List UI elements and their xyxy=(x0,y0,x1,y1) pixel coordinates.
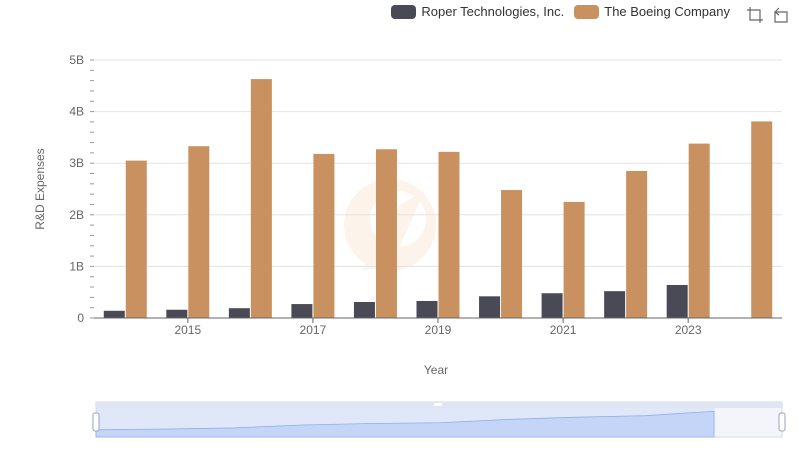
legend-label-roper: Roper Technologies, Inc. xyxy=(421,4,565,19)
y-minor-ticks xyxy=(90,59,94,319)
bar-boeing-2017 xyxy=(313,153,335,318)
axes: 0 1B 2B 3B 4B 5B 2015 2017 2019 2021 2023 xyxy=(69,53,782,337)
bar-roper-2020 xyxy=(479,296,501,318)
zoom-preview-area xyxy=(95,410,715,438)
y-tick-label: 5B xyxy=(69,53,84,67)
bar-roper-2015 xyxy=(166,309,188,318)
x-axis-title: Year xyxy=(424,363,448,377)
toolbox xyxy=(738,6,790,24)
y-tick-label: 0 xyxy=(77,311,84,325)
x-tick-label: 2017 xyxy=(300,323,327,337)
zoom-left-handle[interactable] xyxy=(92,412,100,432)
x-tick-label: 2021 xyxy=(550,323,577,337)
y-axis-title: R&D Expenses xyxy=(33,148,47,229)
legend-label-boeing: The Boeing Company xyxy=(604,4,730,19)
zoom-drag-handle[interactable] xyxy=(434,403,442,406)
bar-boeing-2016 xyxy=(250,79,272,318)
bar-roper-2023 xyxy=(666,284,688,318)
bar-roper-2019 xyxy=(416,300,438,318)
bar-boeing-2018 xyxy=(375,149,397,318)
legend: Roper Technologies, Inc. The Boeing Comp… xyxy=(391,4,740,19)
bar-roper-2017 xyxy=(291,304,313,318)
x-tick-label: 2015 xyxy=(174,323,201,337)
bar-boeing-2014 xyxy=(125,160,147,318)
bar-roper-2014 xyxy=(103,310,125,318)
legend-swatch-boeing xyxy=(574,4,600,19)
data-zoom-slider[interactable] xyxy=(92,401,786,438)
zoom-selection[interactable] xyxy=(96,408,714,437)
bar-roper-2022 xyxy=(604,291,626,318)
bar-roper-2018 xyxy=(353,302,375,318)
bar-boeing-2015 xyxy=(188,146,210,318)
legend-item-boeing[interactable]: The Boeing Company xyxy=(574,4,730,19)
bar-boeing-2024 xyxy=(751,121,773,319)
restore-icon[interactable] xyxy=(772,6,790,24)
x-tick-label: 2019 xyxy=(425,323,452,337)
bar-boeing-2019 xyxy=(438,151,460,318)
x-tick-label: 2023 xyxy=(675,323,702,337)
y-tick-label: 1B xyxy=(69,259,84,273)
y-tick-label: 2B xyxy=(69,208,84,222)
y-tick-label: 3B xyxy=(69,156,84,170)
legend-swatch-roper xyxy=(391,4,417,19)
bar-boeing-2020 xyxy=(501,190,523,318)
zoom-icon[interactable] xyxy=(746,6,764,24)
bar-roper-2016 xyxy=(228,308,250,318)
bar-boeing-2022 xyxy=(626,170,648,318)
bar-roper-2021 xyxy=(541,293,563,318)
bar-boeing-2021 xyxy=(563,201,585,318)
y-tick-label: 4B xyxy=(69,105,84,119)
bars xyxy=(103,79,773,319)
bar-boeing-2023 xyxy=(688,143,710,318)
legend-item-roper[interactable]: Roper Technologies, Inc. xyxy=(391,4,564,19)
zoom-right-handle[interactable] xyxy=(778,412,786,432)
